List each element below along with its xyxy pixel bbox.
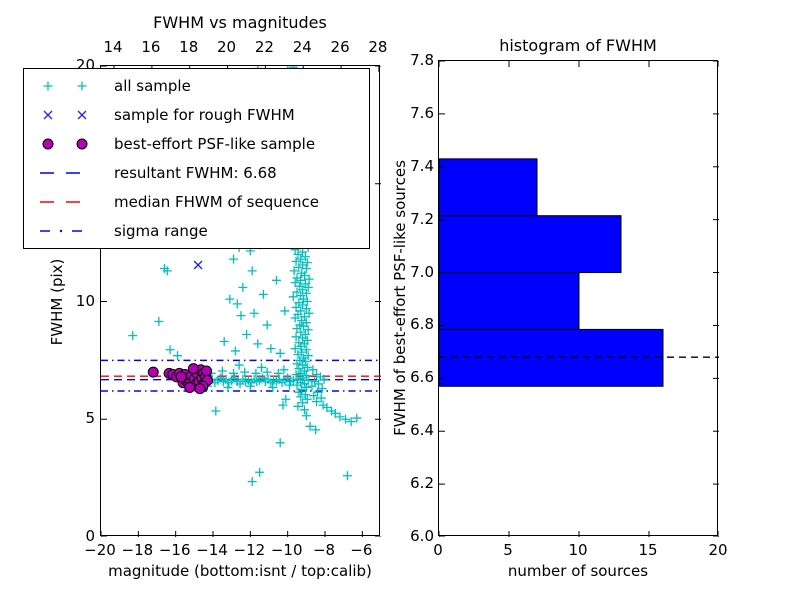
dashdot-swatch-icon bbox=[40, 230, 82, 233]
y-tick-label: 0 bbox=[85, 527, 95, 545]
legend-item-label: best-effort PSF-like sample bbox=[114, 134, 316, 153]
scatter-plot-title: FWHM vs magnitudes bbox=[153, 13, 327, 32]
x-tick-label: −8 bbox=[312, 541, 336, 559]
x-tick-label: 20 bbox=[708, 541, 728, 559]
reference-lines bbox=[101, 359, 381, 392]
y-tick-label: 6.2 bbox=[410, 474, 434, 493]
top-x-tick-label: 22 bbox=[254, 38, 274, 56]
x-tick-label: −12 bbox=[233, 541, 266, 559]
y-tick-label: 6.4 bbox=[410, 421, 434, 440]
legend-item-1: all sample bbox=[24, 72, 369, 100]
sample-for-rough-fwhm-series bbox=[193, 260, 203, 270]
legend-item-4: resultant FWHM: 6.68 bbox=[24, 159, 369, 187]
y-tick-label: 7.4 bbox=[410, 156, 434, 175]
x-tick-label: 5 bbox=[503, 541, 513, 559]
y-tick-label: 7.2 bbox=[410, 209, 434, 228]
x-tick-label: 15 bbox=[638, 541, 658, 559]
y-tick-label: 7.0 bbox=[410, 262, 434, 281]
top-x-tick-label: 28 bbox=[368, 38, 388, 56]
plus-swatch-icon bbox=[43, 81, 87, 91]
best-effort-psf-like-sample-series bbox=[147, 363, 213, 395]
histogram-title: histogram of FWHM bbox=[499, 36, 657, 55]
histogram-plot-area bbox=[438, 60, 719, 537]
y-tick-label: 6.8 bbox=[410, 315, 434, 334]
top-x-tick-label: 18 bbox=[179, 38, 199, 56]
legend-item-label: all sample bbox=[114, 76, 191, 95]
x-tick-label: −6 bbox=[350, 541, 373, 559]
legend-item-6: sigma range bbox=[24, 217, 369, 245]
legend-item-3: best-effort PSF-like sample bbox=[24, 130, 369, 158]
y-tick-label: 10 bbox=[75, 291, 95, 310]
x-tick-label: −10 bbox=[270, 541, 303, 559]
top-x-tick-label: 14 bbox=[103, 38, 123, 56]
y-tick-label: 6.6 bbox=[410, 368, 434, 387]
x-tick-label: 0 bbox=[433, 541, 443, 559]
x-tick-label: −16 bbox=[158, 541, 191, 559]
y-tick-label: 6.0 bbox=[410, 527, 434, 545]
top-x-tick-label: 16 bbox=[141, 38, 161, 56]
y-tick-label: 7.8 bbox=[410, 51, 434, 69]
top-x-tick-label: 26 bbox=[330, 38, 350, 56]
legend-item-label: sample for rough FWHM bbox=[114, 105, 295, 124]
axis-ticks bbox=[439, 61, 719, 537]
dashed-swatch-icon bbox=[40, 201, 80, 204]
x-tick-label: 10 bbox=[568, 541, 588, 559]
x-tick-label: −14 bbox=[196, 541, 228, 559]
y-tick-label: 5 bbox=[85, 409, 95, 428]
legend-item-label: resultant FWHM: 6.68 bbox=[114, 164, 277, 183]
histogram-bars bbox=[439, 158, 664, 387]
x-tick-label: −20 bbox=[84, 541, 116, 559]
histogram-yaxis-label: FWHM of best-effort PSF-like sources bbox=[391, 160, 409, 436]
legend-item-label: median FHWM of sequence bbox=[114, 193, 319, 212]
top-x-tick-label: 24 bbox=[292, 38, 312, 56]
legend-item-label: sigma range bbox=[114, 222, 208, 241]
legend-item-5: median FHWM of sequence bbox=[24, 188, 369, 216]
legend-item-2: sample for rough FWHM bbox=[24, 101, 369, 129]
dashed-swatch-icon bbox=[40, 172, 80, 174]
x-swatch-icon bbox=[43, 110, 87, 120]
circle-swatch-icon bbox=[42, 138, 88, 150]
y-tick-label: 7.6 bbox=[410, 103, 434, 122]
scatter-xaxis-label: magnitude (bottom:isnt / top:calib) bbox=[108, 562, 372, 580]
x-tick-label: −18 bbox=[121, 541, 154, 559]
legend-box: all sample sample for rough FWHM best-effo… bbox=[23, 68, 370, 249]
histogram-xaxis-label: number of sources bbox=[507, 562, 649, 580]
top-x-tick-label: 20 bbox=[217, 38, 237, 56]
